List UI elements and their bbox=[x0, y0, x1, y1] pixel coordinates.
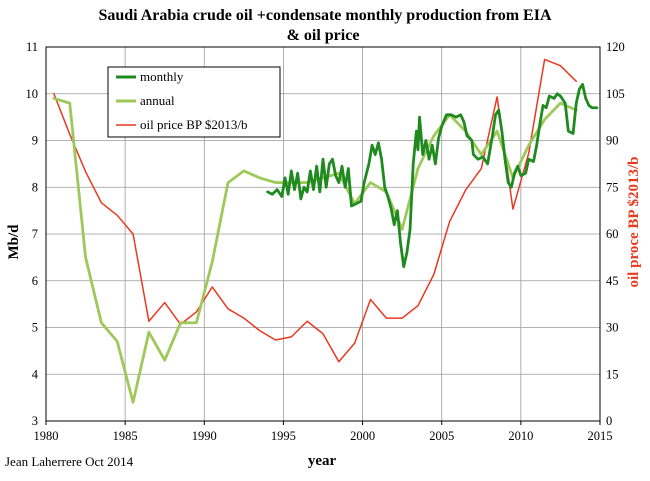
legend-box bbox=[107, 66, 281, 138]
y-tick-label: 4 bbox=[32, 367, 39, 381]
y-axis-title: Mb/d bbox=[6, 224, 22, 260]
x-axis-title: year bbox=[308, 453, 337, 469]
legend: monthly annual oil price BP $2013/b bbox=[107, 66, 281, 138]
y2-tick-label: 60 bbox=[606, 227, 619, 241]
y2-tick-label: 120 bbox=[606, 40, 625, 54]
chart-title: Saudi Arabia crude oil +condensate month… bbox=[98, 7, 551, 24]
x-tick-label: 2000 bbox=[350, 429, 375, 443]
y-tick-label: 6 bbox=[32, 274, 38, 288]
series-lines bbox=[52, 58, 599, 404]
y-tick-label: 11 bbox=[26, 40, 38, 54]
y2-tick-label: 45 bbox=[606, 274, 619, 288]
legend-label-oil-price: oil price BP $2013/b bbox=[140, 117, 248, 132]
x-tick-label: 1980 bbox=[34, 429, 59, 443]
y-tick-label: 8 bbox=[32, 180, 38, 194]
y2-tick-label: 15 bbox=[606, 367, 619, 381]
legend-label-annual: annual bbox=[140, 93, 175, 108]
y2-tick-label: 90 bbox=[606, 134, 619, 148]
credit-text: Jean Laherrere Oct 2014 bbox=[5, 454, 134, 469]
x-tick-label: 1995 bbox=[271, 429, 296, 443]
chart-subtitle: & oil price bbox=[287, 27, 360, 44]
series-line-monthly bbox=[266, 83, 599, 269]
y2-tick-label: 0 bbox=[606, 414, 612, 428]
legend-label-monthly: monthly bbox=[140, 69, 184, 84]
y-tick-label: 5 bbox=[32, 321, 38, 335]
y-tick-label: 3 bbox=[32, 414, 38, 428]
x-tick-label: 1985 bbox=[113, 429, 138, 443]
x-tick-label: 2005 bbox=[429, 429, 454, 443]
series-line-oil-price-bp-2013-b bbox=[53, 58, 578, 363]
y2-tick-label: 105 bbox=[606, 87, 625, 101]
y2-tick-label: 30 bbox=[606, 321, 619, 335]
x-tick-label: 2010 bbox=[508, 429, 533, 443]
x-tick-label: 1990 bbox=[192, 429, 217, 443]
plot-frame bbox=[45, 46, 601, 422]
y2-axis-title: oil proce BP $2013/b bbox=[626, 157, 642, 288]
y-tick-label: 7 bbox=[32, 227, 38, 241]
y2-tick-label: 75 bbox=[606, 180, 619, 194]
series-line-annual bbox=[52, 97, 578, 404]
x-tick-label: 2015 bbox=[588, 429, 613, 443]
y-tick-label: 10 bbox=[26, 87, 39, 101]
y-tick-label: 9 bbox=[32, 134, 38, 148]
